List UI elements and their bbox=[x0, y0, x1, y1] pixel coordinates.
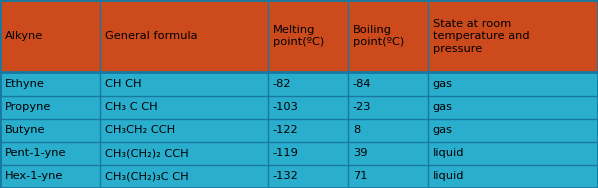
Text: -119: -119 bbox=[273, 148, 298, 158]
Text: CH₃CH₂ CCH: CH₃CH₂ CCH bbox=[105, 125, 175, 135]
Text: gas: gas bbox=[433, 79, 453, 89]
Text: Alkyne: Alkyne bbox=[5, 31, 43, 41]
Text: Ethyne: Ethyne bbox=[5, 79, 45, 89]
Text: Propyne: Propyne bbox=[5, 102, 51, 112]
Bar bbox=[0, 165, 598, 188]
Text: liquid: liquid bbox=[433, 148, 464, 158]
Text: liquid: liquid bbox=[433, 171, 464, 181]
Text: -103: -103 bbox=[273, 102, 298, 112]
Bar bbox=[0, 96, 598, 119]
Text: CH₃(CH₂)₂ CCH: CH₃(CH₂)₂ CCH bbox=[105, 148, 188, 158]
Text: 71: 71 bbox=[353, 171, 367, 181]
Text: -122: -122 bbox=[273, 125, 298, 135]
Bar bbox=[0, 119, 598, 142]
Text: gas: gas bbox=[433, 102, 453, 112]
Text: Melting
point(ºC): Melting point(ºC) bbox=[273, 25, 324, 47]
Bar bbox=[0, 0, 598, 72]
Text: Hex-1-yne: Hex-1-yne bbox=[5, 171, 63, 181]
Text: CH₃(CH₂)₃C CH: CH₃(CH₂)₃C CH bbox=[105, 171, 188, 181]
Text: 8: 8 bbox=[353, 125, 360, 135]
Text: gas: gas bbox=[433, 125, 453, 135]
Text: Butyne: Butyne bbox=[5, 125, 45, 135]
Text: State at room
temperature and
pressure: State at room temperature and pressure bbox=[433, 19, 529, 54]
Text: -82: -82 bbox=[273, 79, 291, 89]
Text: CH₃ C CH: CH₃ C CH bbox=[105, 102, 157, 112]
Text: CH CH: CH CH bbox=[105, 79, 141, 89]
Text: -84: -84 bbox=[353, 79, 371, 89]
Text: -23: -23 bbox=[353, 102, 371, 112]
Text: Boiling
point(ºC): Boiling point(ºC) bbox=[353, 25, 404, 47]
Text: -132: -132 bbox=[273, 171, 298, 181]
Text: Pent-1-yne: Pent-1-yne bbox=[5, 148, 66, 158]
Text: 39: 39 bbox=[353, 148, 367, 158]
Bar bbox=[0, 72, 598, 96]
Text: General formula: General formula bbox=[105, 31, 197, 41]
Bar bbox=[0, 142, 598, 165]
